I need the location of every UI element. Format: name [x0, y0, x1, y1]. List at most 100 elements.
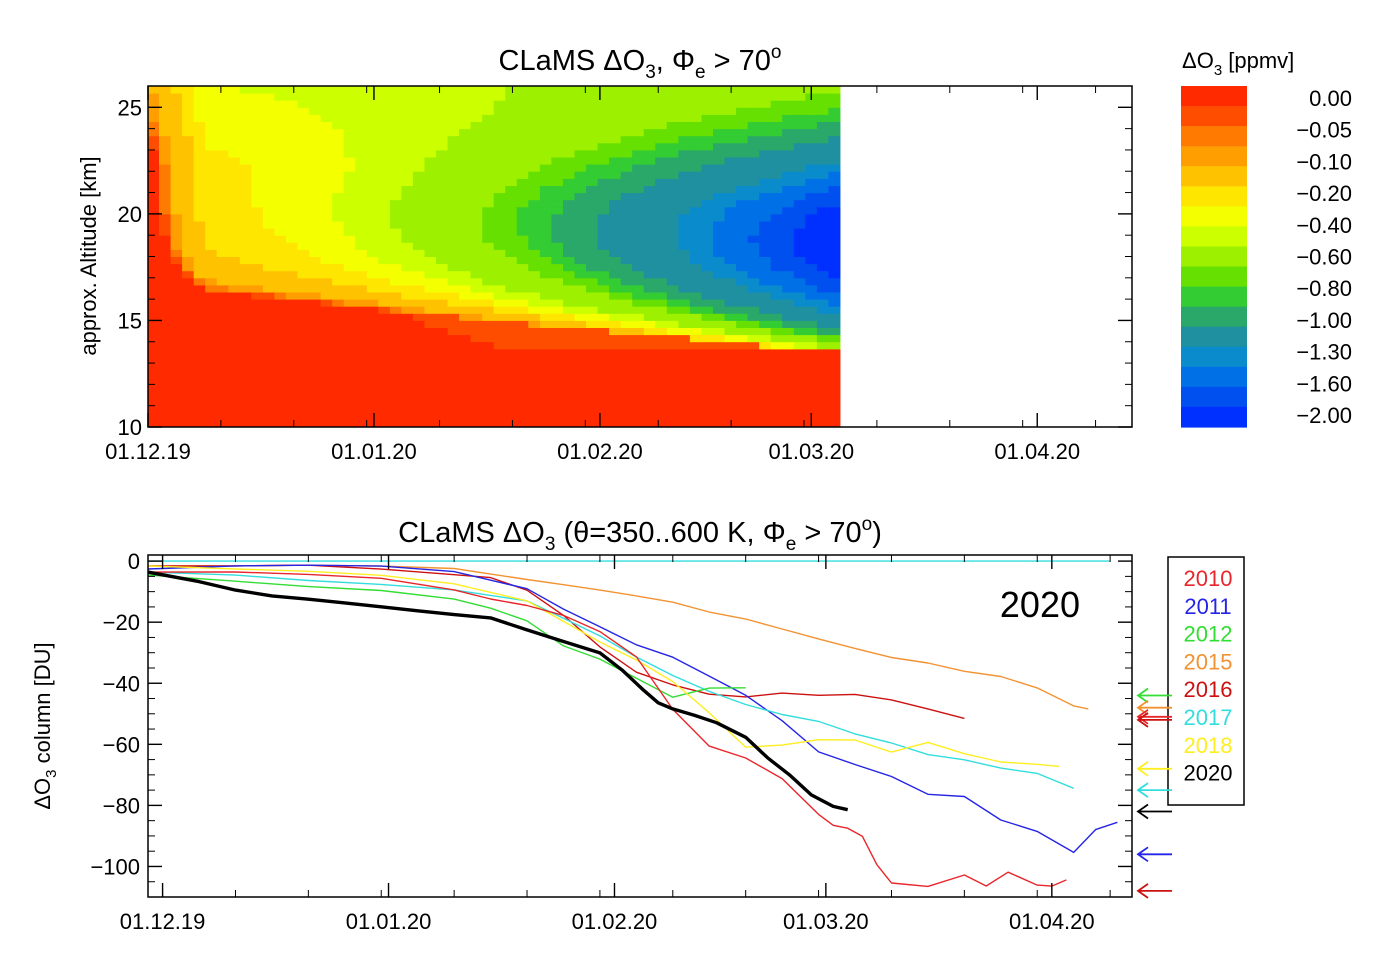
heat-cell	[482, 185, 495, 194]
heat-cell	[620, 192, 634, 201]
heat-cell	[228, 199, 241, 208]
heat-cell	[297, 86, 310, 94]
heat-cell	[193, 241, 207, 250]
heat-cell	[459, 312, 472, 321]
heat-cell	[770, 206, 784, 215]
heat-cell	[586, 113, 599, 122]
heat-cell	[747, 106, 761, 115]
heat-cell	[516, 199, 530, 208]
heat-cell	[701, 355, 714, 364]
heat-cell	[805, 248, 818, 257]
heat-cell	[597, 206, 611, 215]
heat-cell	[412, 170, 426, 179]
heat-cell	[182, 220, 195, 229]
heat-cell	[563, 248, 576, 257]
heat-cell	[816, 234, 830, 243]
heat-cell	[574, 412, 587, 421]
heat-cell	[828, 341, 841, 350]
heat-cell	[320, 291, 334, 300]
heat-cell	[297, 121, 310, 130]
heat-cell	[459, 99, 472, 108]
heat-cell	[782, 362, 795, 371]
heat-cell	[424, 419, 437, 427]
heat-cell	[193, 234, 207, 243]
heat-cell	[620, 170, 634, 179]
heat-cell	[597, 334, 611, 343]
heat-cell	[216, 398, 230, 407]
heat-cell	[482, 348, 495, 357]
heat-cell	[216, 185, 230, 194]
heat-cell	[701, 362, 714, 371]
heat-cell	[689, 192, 703, 201]
heat-cell	[436, 327, 449, 336]
heat-cell	[805, 334, 818, 343]
heat-cell	[320, 241, 334, 250]
heat-cell	[678, 362, 691, 371]
heat-cell	[805, 327, 818, 336]
heat-cell	[470, 305, 484, 314]
heat-cell	[412, 362, 426, 371]
heat-cell	[713, 284, 726, 293]
heat-cell	[412, 121, 426, 130]
heat-cell	[516, 177, 530, 186]
heat-cell	[620, 248, 634, 257]
heat-cell	[782, 113, 795, 122]
heat-cell	[828, 149, 841, 158]
heat-cell	[793, 185, 807, 194]
heat-cell	[320, 376, 334, 385]
heat-cell	[759, 256, 772, 265]
heat-cell	[182, 362, 195, 371]
heat-cell	[274, 170, 287, 179]
series-line-2015	[148, 564, 1089, 710]
heat-cell	[389, 291, 403, 300]
heat-cell	[516, 92, 530, 101]
heat-cell	[689, 248, 703, 257]
heat-cell	[793, 234, 807, 243]
heat-cell	[782, 305, 795, 314]
heat-cell	[436, 284, 449, 293]
heat-cell	[655, 291, 668, 300]
heat-cell	[816, 149, 830, 158]
heat-cell	[609, 319, 622, 328]
heat-cell	[816, 412, 830, 421]
heat-cell	[262, 256, 276, 265]
heat-cell	[343, 92, 357, 101]
heat-cell	[563, 128, 576, 137]
heat-cell	[228, 383, 241, 392]
heat-cell	[436, 199, 449, 208]
heat-cell	[412, 86, 426, 94]
heat-cell	[436, 128, 449, 137]
heat-cell	[297, 241, 310, 250]
heat-cell	[632, 334, 645, 343]
heat-cell	[609, 412, 622, 421]
heat-cell	[736, 263, 749, 272]
heat-cell	[528, 170, 541, 179]
heat-cell	[782, 206, 795, 215]
heat-cell	[539, 291, 553, 300]
heat-cell	[528, 142, 541, 151]
heat-cell	[666, 220, 680, 229]
heat-cell	[274, 298, 287, 307]
heat-cell	[793, 305, 807, 314]
heat-cell	[286, 298, 299, 307]
heat-cell	[643, 312, 657, 321]
heat-cell	[193, 419, 207, 427]
heat-cell	[505, 199, 518, 208]
heat-cell	[793, 270, 807, 279]
heat-cell	[193, 369, 207, 378]
heat-cell	[424, 234, 437, 243]
heat-cell	[159, 284, 172, 293]
heat-cell	[355, 220, 368, 229]
heat-cell	[666, 113, 680, 122]
heat-cell	[170, 177, 184, 186]
heat-cell	[320, 319, 334, 328]
heat-cell	[816, 113, 830, 122]
heat-cell	[343, 419, 357, 427]
heat-cell	[516, 99, 530, 108]
heat-cell	[436, 369, 449, 378]
heat-cell	[182, 149, 195, 158]
heat-cell	[620, 241, 634, 250]
heat-cell	[724, 348, 737, 357]
heat-cell	[436, 163, 449, 172]
